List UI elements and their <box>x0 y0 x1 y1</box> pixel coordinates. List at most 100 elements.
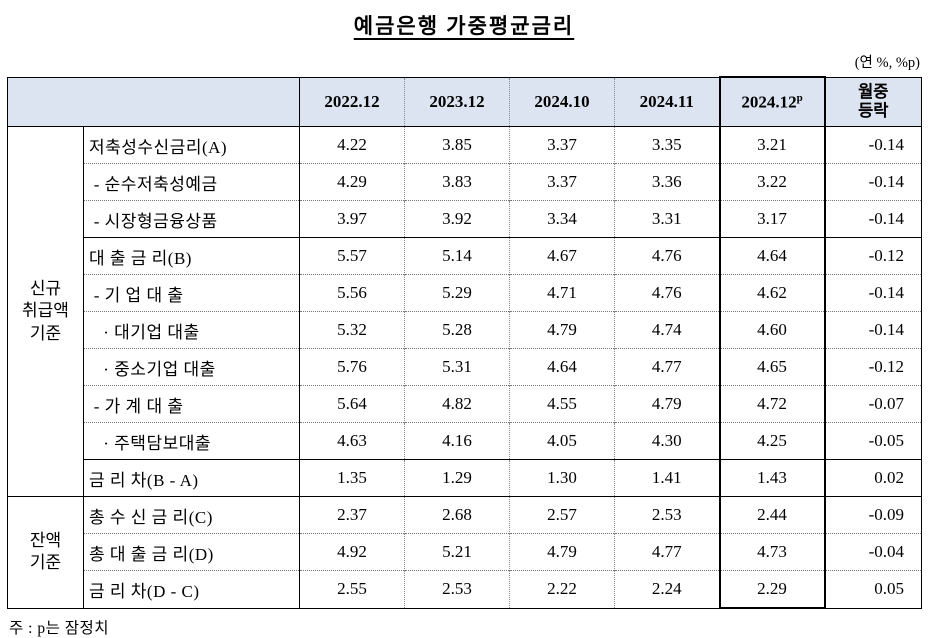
cell: 2.24 <box>614 570 720 608</box>
cell: 5.32 <box>299 311 405 349</box>
cell: 2.44 <box>718 496 826 534</box>
cell: 2.53 <box>614 496 720 534</box>
table-row: · 중소기업 대출 5.76 5.31 4.64 4.77 4.65 -0.12 <box>8 348 922 386</box>
cell: 3.37 <box>509 163 615 201</box>
cell: 2.37 <box>299 496 405 534</box>
col-header: 월중 등락 <box>824 77 922 127</box>
cell: -0.14 <box>824 311 922 349</box>
table-row: - 순수저축성예금 4.29 3.83 3.37 3.36 3.22 -0.14 <box>8 163 922 201</box>
table-row: - 시장형금융상품 3.97 3.92 3.34 3.31 3.17 -0.14 <box>8 200 922 238</box>
cell: 4.67 <box>509 237 615 275</box>
cell: -0.09 <box>824 496 922 534</box>
cell: 4.71 <box>509 274 615 312</box>
cell: 1.30 <box>509 459 615 497</box>
cell: 4.79 <box>509 533 615 571</box>
cell: 4.25 <box>718 422 826 460</box>
cell: 4.63 <box>299 422 405 460</box>
group-label: 잔액 기준 <box>7 496 84 608</box>
cell: 4.76 <box>614 237 720 275</box>
row-label: - 시장형금융상품 <box>83 200 300 238</box>
cell: 4.73 <box>718 533 826 571</box>
col-header: 2024.12p <box>718 76 826 127</box>
cell: -0.14 <box>824 163 922 201</box>
cell: 4.65 <box>718 348 826 386</box>
cell: 5.76 <box>299 348 405 386</box>
row-label: 대 출 금 리(B) <box>83 237 300 275</box>
cell: 2.55 <box>299 570 405 608</box>
table-row: 금 리 차(D - C) 2.55 2.53 2.22 2.24 2.29 0.05 <box>8 570 922 609</box>
col-header: 2024.11 <box>614 77 720 127</box>
cell: -0.07 <box>824 385 922 423</box>
cell: 4.16 <box>404 422 510 460</box>
cell: 4.74 <box>614 311 720 349</box>
row-label: · 대기업 대출 <box>83 311 300 349</box>
rates-table: 2022.12 2023.12 2024.10 2024.11 2024.12p 월중 등… <box>7 76 922 609</box>
cell: 3.22 <box>718 163 826 201</box>
cell: 4.79 <box>509 311 615 349</box>
page-title: 예금은행 가중평균금리 <box>353 14 575 38</box>
cell: 4.77 <box>614 348 720 386</box>
cell: 3.92 <box>404 200 510 238</box>
table-header: 2022.12 2023.12 2024.10 2024.11 2024.12p 월중 등… <box>7 76 922 127</box>
cell: 5.57 <box>299 237 405 275</box>
cell: 0.05 <box>824 570 922 608</box>
col-header: 2022.12 <box>299 77 405 127</box>
row-label: - 가 계 대 출 <box>83 385 300 423</box>
cell: 3.34 <box>509 200 615 238</box>
cell: 4.55 <box>509 385 615 423</box>
provisional-superscript: p <box>796 91 803 104</box>
cell: -0.04 <box>824 533 922 571</box>
cell: 4.22 <box>299 126 405 164</box>
cell: 4.29 <box>299 163 405 201</box>
cell: 5.21 <box>404 533 510 571</box>
cell: 4.64 <box>718 237 826 275</box>
cell: -0.14 <box>824 126 922 164</box>
row-label: 금 리 차(D - C) <box>83 570 300 608</box>
table-row: 잔액 기준 총 수 신 금 리(C) 2.37 2.68 2.57 2.53 2.44 -0.… <box>7 496 922 608</box>
cell: 4.30 <box>614 422 720 460</box>
cell: 5.31 <box>404 348 510 386</box>
cell: 2.22 <box>509 570 615 608</box>
row-label: · 중소기업 대출 <box>83 348 300 386</box>
group-label: 신규 취급액 기준 <box>7 126 84 497</box>
cell: 4.62 <box>718 274 826 312</box>
table-body: 신규 취급액 기준 저축성수신금리(A) 4.22 3.85 3.37 3.35 3.21-… <box>7 126 922 609</box>
row-label: - 순수저축성예금 <box>83 163 300 201</box>
cell: 3.37 <box>509 126 615 164</box>
cell: 4.05 <box>509 422 615 460</box>
col-header: 2023.12 <box>404 77 510 127</box>
table-row: 대 출 금 리(B) 5.57 5.14 4.67 4.76 4.64 -0.12 <box>8 237 922 275</box>
cell: 3.85 <box>404 126 510 164</box>
cell: 5.29 <box>404 274 510 312</box>
cell: 5.64 <box>299 385 405 423</box>
cell: 2.29 <box>718 570 826 609</box>
cell: -0.05 <box>824 422 922 460</box>
table-row: - 가 계 대 출 5.64 4.82 4.55 4.79 4.72 -0.07 <box>8 385 922 423</box>
row-label: 금 리 차(B - A) <box>83 459 300 497</box>
row-label: 총 수 신 금 리(C) <box>83 496 300 534</box>
table-corner <box>7 77 300 127</box>
table-row: 신규 취급액 기준 저축성수신금리(A) 4.22 3.85 3.37 3.35 3.21-… <box>7 126 922 497</box>
cell: 4.76 <box>614 274 720 312</box>
cell: 3.83 <box>404 163 510 201</box>
table-row: 금 리 차(B - A) 1.35 1.29 1.30 1.41 1.43 0.02 <box>8 459 922 497</box>
row-label: - 기 업 대 출 <box>83 274 300 312</box>
cell: 4.64 <box>509 348 615 386</box>
cell: -0.12 <box>824 348 922 386</box>
unit-note: (연 %, %p) <box>854 55 920 71</box>
row-label: 저축성수신금리(A) <box>83 126 300 164</box>
table-row: · 대기업 대출 5.32 5.28 4.79 4.74 4.60 -0.14 <box>8 311 922 349</box>
col-header: 2024.10 <box>509 77 615 127</box>
cell: 3.35 <box>614 126 720 164</box>
cell: 3.21 <box>718 126 826 164</box>
cell: 2.68 <box>404 496 510 534</box>
cell: 2.57 <box>509 496 615 534</box>
row-label: · 주택담보대출 <box>83 422 300 460</box>
cell: 3.36 <box>614 163 720 201</box>
cell: 1.43 <box>718 459 826 497</box>
cell: 4.92 <box>299 533 405 571</box>
cell: 1.29 <box>404 459 510 497</box>
cell: -0.12 <box>824 237 922 275</box>
cell: 4.72 <box>718 385 826 423</box>
cell: 5.28 <box>404 311 510 349</box>
